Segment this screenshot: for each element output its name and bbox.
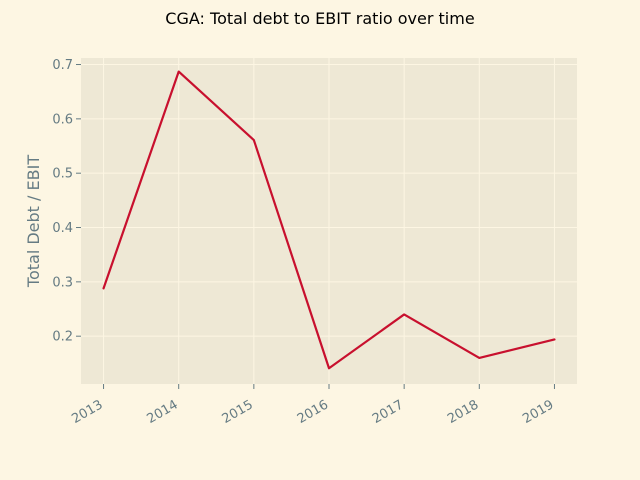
- x-tick-label: 2013: [69, 397, 105, 427]
- series: [102, 70, 556, 370]
- x-tick-label: 2016: [295, 397, 331, 427]
- x-tick-label: 2018: [445, 397, 481, 427]
- series-line: [102, 70, 556, 370]
- x-tick-label: 2017: [370, 397, 406, 427]
- y-tick-label: 0.5: [52, 167, 73, 182]
- y-tick-label: 0.2: [52, 330, 73, 345]
- x-tick-label: 2019: [520, 397, 556, 427]
- x-tick-label: 2015: [220, 397, 256, 427]
- y-tick-label: 0.6: [52, 112, 73, 127]
- y-tick-label: 0.4: [52, 221, 73, 236]
- y-tick-label: 0.7: [52, 58, 73, 73]
- grid: [81, 58, 577, 384]
- x-tick-label: 2014: [145, 397, 181, 427]
- y-tick-label: 0.3: [52, 275, 73, 290]
- y-axis-label: Total Debt / EBIT: [24, 155, 43, 288]
- chart-title: CGA: Total debt to EBIT ratio over time: [165, 9, 474, 28]
